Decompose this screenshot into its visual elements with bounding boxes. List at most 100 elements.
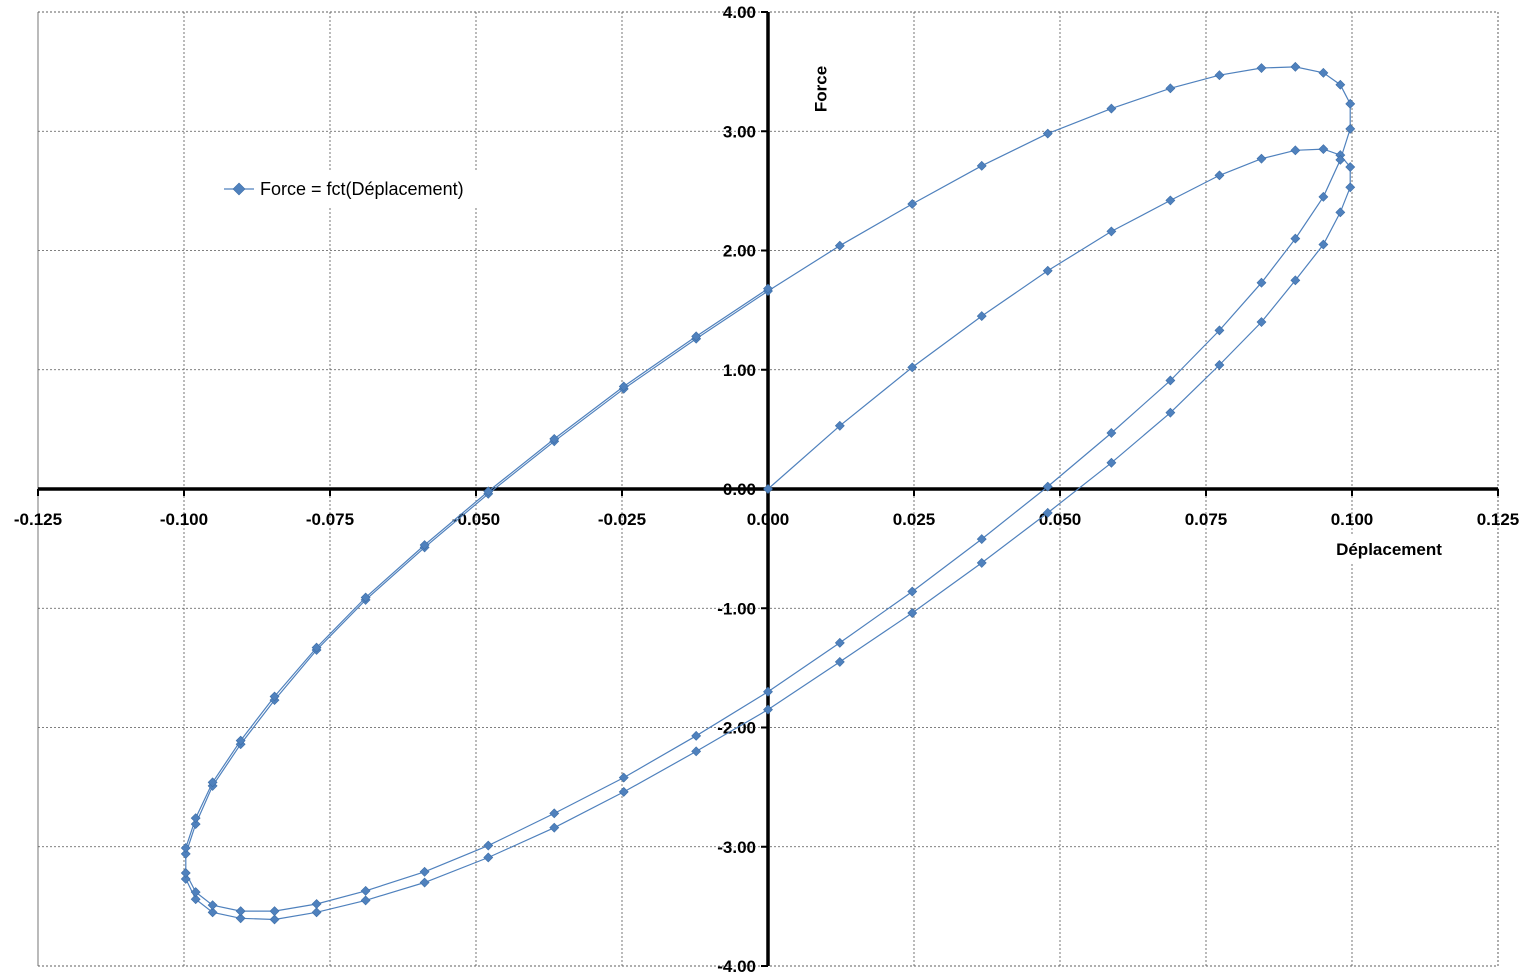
data-point-marker [1165,83,1176,94]
y-tick-label: -4.00 [717,957,756,976]
data-point-marker [1290,233,1301,244]
data-point-marker [907,362,918,373]
data-point-marker [1318,144,1329,155]
data-point-marker [207,777,218,788]
x-tick-label: 0.025 [893,510,936,529]
y-tick-label: 3.00 [723,122,756,141]
data-point-marker [618,772,629,783]
y-tick-label: 4.00 [723,3,756,22]
x-tick-label: 0.125 [1477,510,1520,529]
data-point-marker [1106,103,1117,114]
data-point-marker [907,608,918,618]
data-point-marker [360,592,371,603]
data-point-marker [1290,275,1301,286]
x-axis-title: Déplacement [1336,540,1442,559]
data-point-marker [190,894,201,905]
data-point-marker [907,199,918,209]
data-point-marker [483,486,494,497]
data-point-marker [1345,162,1356,172]
data-point-marker [235,735,246,746]
data-point-marker [311,899,322,909]
data-point-marker [1165,375,1176,386]
data-point-marker [618,786,629,797]
x-tick-label: -0.025 [598,510,646,529]
data-point-marker [1165,407,1176,418]
data-point-marker [691,730,702,741]
data-point-marker [834,240,845,251]
data-point-marker [1214,360,1225,370]
data-point-marker [834,656,845,667]
data-point-marker [190,819,201,830]
data-point-marker [1335,207,1346,218]
data-point-marker [483,852,494,863]
data-point-marker [1165,195,1176,206]
data-point-marker [1214,70,1225,81]
data-point-marker [360,885,371,896]
data-point-marker [976,534,987,545]
data-point-marker [360,895,371,906]
data-point-marker [976,160,987,171]
data-point-marker [269,914,280,925]
data-point-marker [1214,325,1225,336]
data-point-marker [180,843,191,853]
data-point-marker [763,704,773,715]
data-point-marker [190,813,201,824]
y-axis-title-bg [812,52,832,126]
data-point-marker [1106,457,1117,468]
data-point-marker [763,283,773,294]
data-point-marker [549,822,560,833]
x-tick-label: 0.100 [1331,510,1374,529]
data-point-marker [483,840,494,851]
x-tick-label: 0.000 [747,510,790,529]
data-point-marker [311,907,322,918]
data-point-marker [1042,128,1053,139]
data-point-marker [1042,507,1053,518]
legend-label: Force = fct(Déplacement) [260,179,464,199]
data-point-marker [1318,239,1329,250]
data-point-marker [1256,153,1267,164]
y-tick-label: -3.00 [717,838,756,857]
data-point-marker [207,907,218,918]
data-point-marker [235,906,246,917]
data-point-marker [763,686,773,697]
y-tick-label: -1.00 [717,599,756,618]
x-tick-label: -0.125 [14,510,62,529]
x-tick-labels: -0.125 -0.100 -0.075 -0.050 -0.025 0.000 0.025… [14,510,1519,529]
y-tick-label: 2.00 [723,242,756,261]
data-point-marker [976,311,987,322]
data-point-marker [691,746,702,757]
data-point-marker [549,433,560,444]
legend: Force = fct(Déplacement) [220,170,520,208]
data-point-marker [1042,265,1053,276]
y-tick-label: 0.00 [723,480,756,499]
data-point-marker [190,887,201,897]
data-point-marker [1335,154,1346,165]
data-point-marker [1256,317,1267,327]
data-point-marker [269,906,280,917]
x-axis-title-bg [1320,536,1456,564]
data-point-marker [1318,67,1329,78]
data-point-marker [1335,79,1346,90]
data-point-marker [1318,191,1329,202]
data-point-marker [1256,277,1267,288]
x-tick-label: 0.075 [1185,510,1228,529]
x-tick-label: -0.075 [306,510,354,529]
data-point-marker [618,381,629,392]
data-point-marker [419,866,430,877]
data-point-marker [1345,98,1356,109]
x-tick-label: -0.050 [452,510,500,529]
data-point-marker [834,637,845,648]
data-point-marker [1214,170,1225,181]
data-point-marker [907,586,918,597]
data-point-marker [691,331,702,342]
data-point-marker [180,874,191,884]
data-point-marker [1106,428,1117,438]
data-point-marker [180,868,191,878]
data-point-marker [1345,182,1356,193]
data-point-marker [763,484,773,494]
y-tick-label: 1.00 [723,361,756,380]
legend-diamond-marker-icon [232,182,246,196]
data-point-marker [235,913,246,924]
data-point-marker [180,848,191,859]
